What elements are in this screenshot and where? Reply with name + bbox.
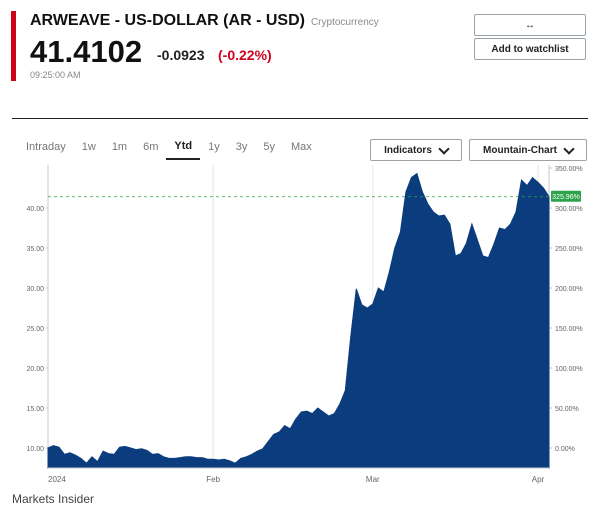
indicators-label: Indicators	[384, 144, 432, 156]
tab-5y[interactable]: 5y	[263, 141, 275, 153]
instrument-name: ARWEAVE - US-DOLLAR (AR - USD)	[30, 12, 305, 29]
current-value-label: 325.96%	[552, 194, 580, 201]
left-tick-label: 10.00	[26, 446, 44, 453]
x-tick-label: Apr	[532, 475, 545, 484]
right-tick-label: 250.00%	[555, 246, 583, 253]
instrument-type: Cryptocurrency	[310, 17, 379, 28]
price-area-series	[47, 172, 550, 469]
right-tick-label: 50.00%	[555, 406, 579, 413]
indicators-dropdown[interactable]: Indicators	[370, 139, 462, 161]
left-tick-label: 25.00	[26, 326, 44, 333]
current-price: 41.4102	[30, 34, 143, 69]
add-to-watchlist-button[interactable]: Add to watchlist	[474, 38, 586, 60]
current-value-badge	[551, 190, 581, 202]
x-tick-label: Feb	[206, 475, 220, 484]
chart-type-label: Mountain-Chart	[483, 144, 557, 156]
right-tick-label: 100.00%	[555, 366, 583, 373]
left-tick-label: 35.00	[26, 246, 44, 253]
x-tick-label: 2024	[48, 475, 66, 484]
left-tick-label: 15.00	[26, 406, 44, 413]
price-timestamp: 09:25:00 AM	[30, 70, 81, 80]
compare-button[interactable]: ↔	[474, 14, 586, 36]
tab-1y[interactable]: 1y	[208, 141, 220, 153]
tab-6m[interactable]: 6m	[143, 141, 159, 153]
instrument-title: ARWEAVE - US-DOLLAR (AR - USD) Cryptocurr…	[30, 12, 379, 30]
tab-1m[interactable]: 1m	[111, 141, 128, 153]
price-change-percent: (-0.22%)	[218, 47, 272, 63]
tab-max[interactable]: Max	[290, 141, 312, 153]
source-credit: Markets Insider	[12, 492, 95, 506]
left-tick-label: 40.00	[26, 206, 44, 213]
tab-3y[interactable]: 3y	[235, 141, 248, 153]
time-range-tabs: Intraday 1w 1m 6m Ytd 1y 3y 5y Max	[18, 133, 320, 161]
tab-1w[interactable]: 1w	[81, 141, 96, 153]
left-tick-label: 20.00	[26, 366, 44, 373]
right-tick-label: 200.00%	[555, 286, 583, 293]
x-tick-label: Mar	[366, 475, 380, 484]
chart-top-divider	[12, 118, 588, 119]
left-tick-label: 30.00	[26, 286, 44, 293]
right-tick-label: 350.00%	[555, 166, 583, 173]
tab-ytd[interactable]: Ytd	[166, 134, 201, 160]
header-accent-bar	[11, 11, 16, 81]
tab-intraday[interactable]: Intraday	[26, 141, 66, 153]
right-tick-label: 150.00%	[555, 326, 583, 333]
right-tick-label: 0.00%	[555, 446, 575, 453]
price-change: -0.0923	[157, 47, 205, 63]
chart-type-dropdown[interactable]: Mountain-Chart	[469, 139, 587, 161]
right-tick-label: 300.00%	[555, 206, 583, 213]
swap-arrows-icon: ↔	[525, 19, 535, 31]
